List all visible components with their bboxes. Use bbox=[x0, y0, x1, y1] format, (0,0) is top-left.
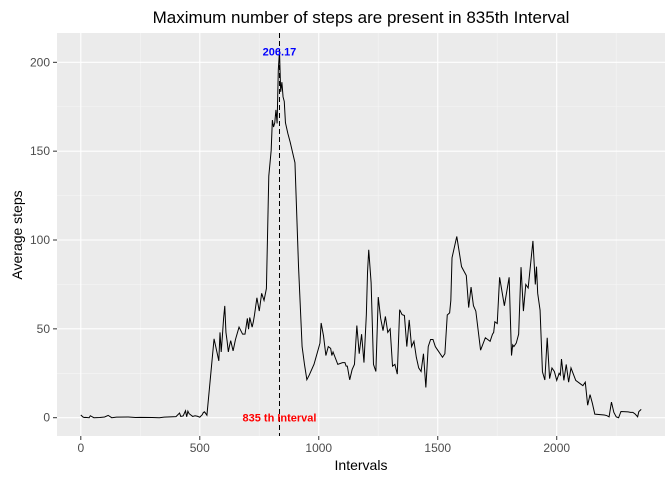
y-tick-label: 100 bbox=[30, 233, 50, 247]
y-tick-label: 0 bbox=[43, 411, 50, 425]
x-tick-label: 500 bbox=[190, 441, 210, 455]
x-axis-title: Intervals bbox=[335, 457, 388, 473]
x-tick-label: 2000 bbox=[543, 441, 570, 455]
x-axis-ticks: 0 500 1000 1500 2000 bbox=[77, 436, 570, 455]
minor-gridlines bbox=[57, 33, 665, 436]
series-line-average-steps bbox=[80, 51, 642, 419]
y-tick-label: 150 bbox=[30, 144, 50, 158]
y-axis-title: Average steps bbox=[9, 190, 25, 279]
plot-panel bbox=[57, 33, 665, 436]
x-tick-label: 0 bbox=[77, 441, 84, 455]
x-tick-label: 1000 bbox=[305, 441, 332, 455]
chart-title: Maximum number of steps are present in 8… bbox=[153, 8, 570, 27]
y-tick-label: 200 bbox=[30, 55, 50, 69]
major-gridlines bbox=[57, 33, 665, 436]
max-value-label: 206.17 bbox=[263, 46, 297, 58]
x-tick-label: 1500 bbox=[424, 441, 451, 455]
y-axis-ticks: 0 50 100 150 200 bbox=[30, 55, 57, 425]
annotations: 206.17 835 th Interval bbox=[243, 46, 317, 424]
y-tick-label: 50 bbox=[37, 322, 51, 336]
max-interval-label: 835 th Interval bbox=[243, 413, 317, 425]
